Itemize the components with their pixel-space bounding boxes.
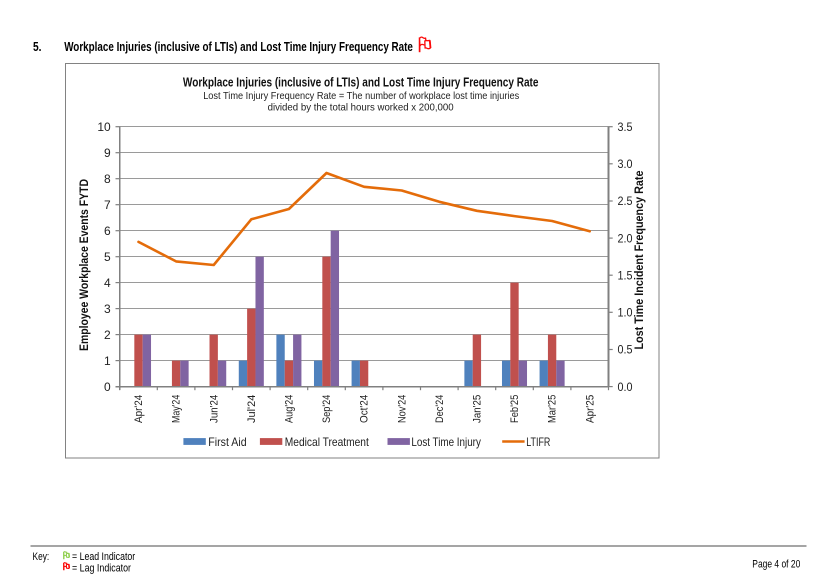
svg-text:Jul'24: Jul'24 xyxy=(246,395,258,423)
svg-text:Apr'25: Apr'25 xyxy=(584,395,596,423)
svg-text:Dec'24: Dec'24 xyxy=(434,395,446,423)
svg-text:0: 0 xyxy=(104,380,111,394)
svg-text:8: 8 xyxy=(104,172,111,186)
svg-text:Lost Time Incident Frequency R: Lost Time Incident Frequency Rate xyxy=(634,171,646,350)
svg-text:Lost Time Injury Frequency Rat: Lost Time Injury Frequency Rate = The nu… xyxy=(203,90,519,102)
svg-text:Apr'24: Apr'24 xyxy=(133,395,145,423)
svg-text:May'24: May'24 xyxy=(171,395,183,423)
svg-text:Aug'24: Aug'24 xyxy=(284,395,296,423)
svg-text:Lost Time Injury: Lost Time Injury xyxy=(411,435,481,449)
svg-text:Workplace Injuries (inclusive: Workplace Injuries (inclusive of LTIs) a… xyxy=(64,39,413,54)
svg-text:0.5: 0.5 xyxy=(618,343,633,357)
svg-text:4: 4 xyxy=(104,276,111,290)
svg-text:1.0: 1.0 xyxy=(618,306,633,320)
svg-text:3: 3 xyxy=(104,302,111,316)
svg-text:7: 7 xyxy=(104,198,111,212)
svg-text:Mar'25: Mar'25 xyxy=(547,395,559,423)
svg-text:Key:: Key: xyxy=(33,551,50,563)
svg-text:Employee Workplace Events FYTD: Employee Workplace Events FYTD xyxy=(79,179,91,351)
svg-text:Jun'24: Jun'24 xyxy=(208,395,220,423)
svg-text:LTIFR: LTIFR xyxy=(526,435,550,449)
svg-text:Medical Treatment: Medical Treatment xyxy=(285,435,370,449)
svg-text:3.0: 3.0 xyxy=(618,157,633,171)
svg-text:2: 2 xyxy=(104,328,111,342)
svg-text:9: 9 xyxy=(104,146,111,160)
svg-text:Oct'24: Oct'24 xyxy=(359,395,371,423)
svg-text:Workplace Injuries (inclusive: Workplace Injuries (inclusive of LTIs) a… xyxy=(183,74,539,89)
svg-text:5: 5 xyxy=(104,250,111,264)
svg-text:Sep'24: Sep'24 xyxy=(321,395,333,423)
svg-text:3.5: 3.5 xyxy=(618,120,633,134)
svg-text:1.5: 1.5 xyxy=(618,268,633,282)
svg-text:5.: 5. xyxy=(33,39,42,54)
svg-text:10: 10 xyxy=(97,120,111,134)
svg-text:First Aid: First Aid xyxy=(208,435,246,449)
svg-text:0.0: 0.0 xyxy=(618,380,633,394)
svg-text:divided by the total hours wor: divided by the total hours worked x 200,… xyxy=(268,102,454,114)
svg-text:2.0: 2.0 xyxy=(618,231,633,245)
svg-text:= Lag Indicator: = Lag Indicator xyxy=(72,562,131,574)
svg-text:Jan'25: Jan'25 xyxy=(472,395,484,423)
svg-text:Feb'25: Feb'25 xyxy=(509,395,521,423)
svg-text:1: 1 xyxy=(104,354,111,368)
svg-text:6: 6 xyxy=(104,224,111,238)
svg-text:2.5: 2.5 xyxy=(618,194,633,208)
svg-text:= Lead Indicator: = Lead Indicator xyxy=(72,551,135,563)
svg-text:Page 4 of 20: Page 4 of 20 xyxy=(752,559,800,571)
svg-text:Nov'24: Nov'24 xyxy=(396,395,408,423)
